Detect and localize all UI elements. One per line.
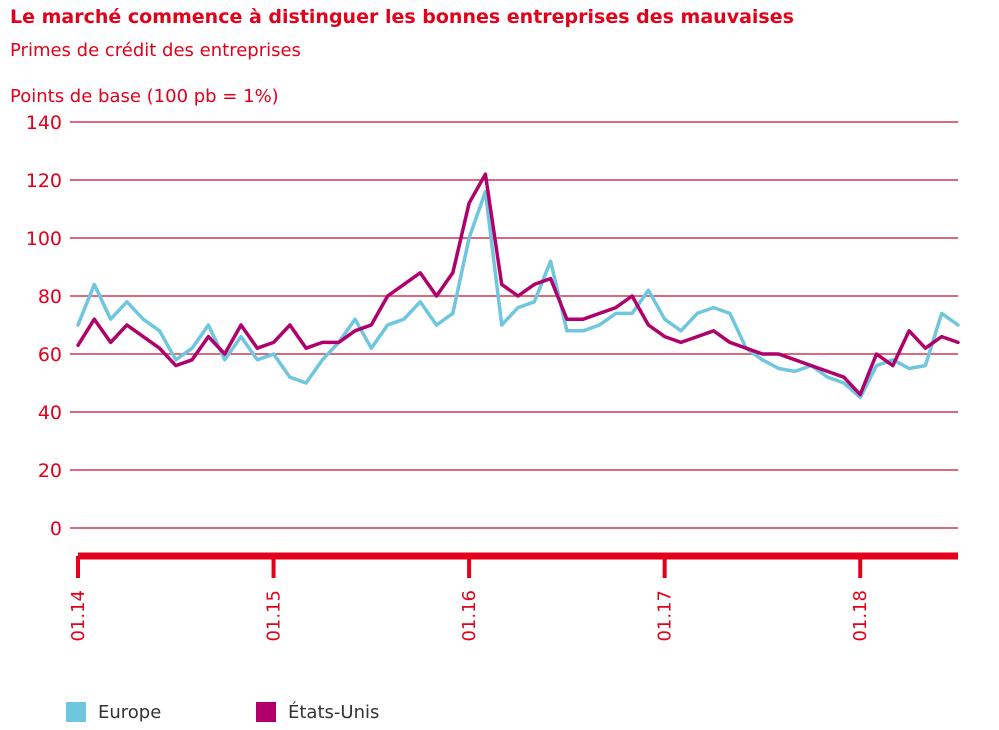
y-tick-label-20: 20 [38, 460, 62, 482]
y-tick-labels: 0 20 40 60 80 100 120 140 [26, 112, 62, 540]
y-tick-label-40: 40 [38, 402, 62, 424]
chart-title: Le marché commence à distinguer les bonn… [10, 6, 794, 28]
grid-lines [70, 121, 958, 529]
y-tick-label-120: 120 [26, 170, 62, 192]
y-tick-label-100: 100 [26, 228, 62, 250]
y-tick-label-140: 140 [26, 112, 62, 134]
series-lines [76, 172, 960, 400]
x-tick-label-01.15: 01.15 [264, 590, 285, 642]
series-line-usa [76, 172, 960, 397]
y-tick-label-0: 0 [50, 518, 62, 540]
x-tick-label-01.16: 01.16 [459, 590, 480, 642]
legend-item-europe: Europe [66, 700, 161, 724]
x-axis: 01.14 01.15 01.16 01.17 01.18 [68, 552, 958, 642]
x-tick-label-01.14: 01.14 [68, 590, 89, 642]
y-tick-label-80: 80 [38, 286, 62, 308]
legend-label-usa: États-Unis [288, 701, 380, 723]
x-tick-label-01.18: 01.18 [850, 590, 871, 642]
y-tick-label-60: 60 [38, 344, 62, 366]
legend-swatch-usa [256, 702, 276, 722]
legend-swatch-europe [66, 702, 86, 722]
chart-subtitle: Primes de crédit des entreprises [10, 40, 301, 61]
y-axis-label: Points de base (100 pb = 1%) [10, 86, 279, 107]
legend-item-usa: États-Unis [256, 700, 379, 724]
legend-label-europe: Europe [98, 701, 162, 723]
x-tick-label-01.17: 01.17 [655, 590, 676, 642]
